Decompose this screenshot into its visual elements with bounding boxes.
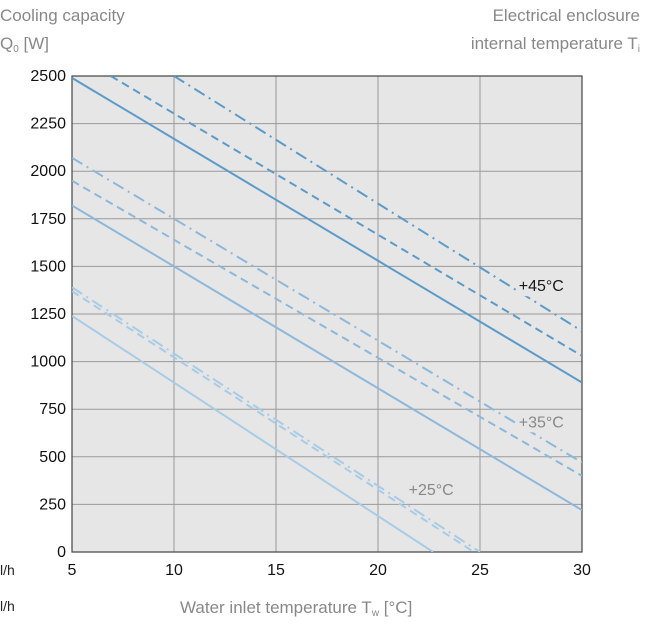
y-tick-label: 0 [57,544,66,561]
y-tick-label: 1000 [30,354,66,371]
legend-symbol-main: internal temperature T [470,34,638,53]
x-axis-title-main: Water inlet temperature T [180,598,372,617]
series-line [72,77,582,384]
x-tick-label: 25 [471,562,489,579]
plot-frame [71,75,583,553]
annotation-label: +45°C [519,278,564,295]
y-tick-label: 500 [39,449,66,466]
annotation-bg [405,479,466,500]
y-tick-label: 2250 [30,116,66,133]
annotation-bg [515,412,576,433]
x-tick-label: 5 [68,562,77,579]
x-axis-title-sub: w [371,608,380,619]
annotation-bg [515,276,576,297]
side-label-flow-2: l/h [0,598,15,614]
y-tick-label: 750 [39,401,66,418]
y-tick-label: 2500 [30,68,66,85]
series-line [72,315,434,552]
series-line [110,76,582,357]
annotation-label: +35°C [519,414,564,431]
series-line [72,290,475,552]
legend-title-symbol: internal temperature Ti [471,34,640,60]
series-line [72,179,582,477]
x-tick-label: 15 [267,562,285,579]
y-tick-label: 1750 [30,211,66,228]
side-label-flow-1: l/h [0,562,15,578]
legend-title: Electrical enclosure [492,6,640,25]
y-tick-label: 250 [39,496,66,513]
annotation-label: +25°C [409,482,454,499]
y-tick-label: 2000 [30,163,66,180]
x-axis-title: Water inlet temperature Tw [°C] [180,598,412,624]
y-axis-symbol: Q0 [W] [0,34,49,60]
x-axis-unit: [°C] [379,598,413,617]
y-axis-unit: [W] [18,34,50,53]
x-tick-label: 20 [369,562,387,579]
y-axis-title: Cooling capacity [0,6,125,25]
series-line [173,76,582,332]
y-tick-label: 1250 [30,306,66,323]
series-line [72,157,582,464]
x-tick-label: 10 [165,562,183,579]
series-line [72,204,582,511]
y-axis-symbol-main: Q [0,34,14,53]
y-tick-label: 1500 [30,258,66,275]
x-tick-label: 30 [573,562,591,579]
y-axis-symbol-sub: 0 [13,44,19,55]
series-line [72,286,481,552]
legend-symbol-sub: i [637,44,640,55]
